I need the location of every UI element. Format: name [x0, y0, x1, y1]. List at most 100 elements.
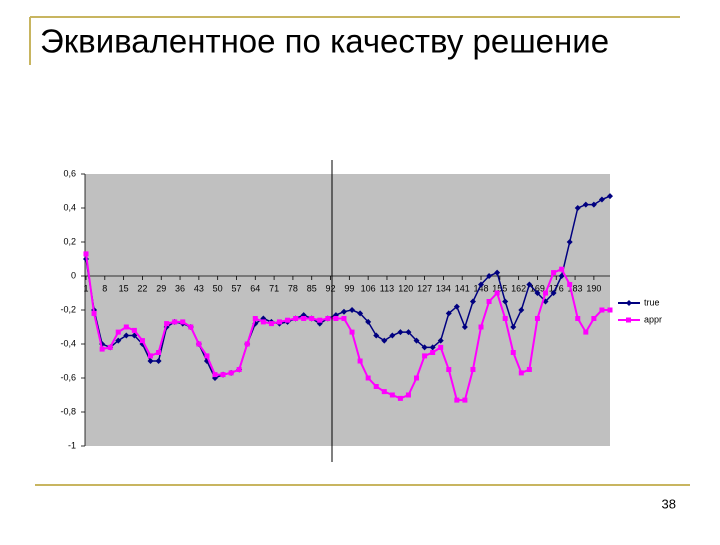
point	[574, 205, 581, 211]
point	[405, 392, 411, 398]
point	[131, 332, 138, 339]
point	[317, 317, 323, 323]
y-tick-label: 0,2	[63, 236, 76, 246]
point	[478, 281, 485, 288]
point	[591, 316, 597, 321]
point	[228, 370, 234, 376]
x-tick-label: 64	[250, 283, 260, 293]
y-tick-label: -0,2	[60, 304, 76, 314]
point	[349, 307, 356, 313]
point	[260, 319, 266, 325]
point	[365, 375, 371, 381]
point	[582, 201, 589, 208]
point	[115, 329, 121, 335]
point	[446, 367, 452, 372]
y-tick-label: -0,8	[60, 406, 76, 416]
point	[220, 372, 226, 378]
point	[421, 344, 428, 351]
point	[309, 316, 315, 321]
point	[453, 303, 460, 310]
y-tick-label: -0,6	[60, 372, 76, 382]
point	[293, 316, 299, 321]
legend-marker	[626, 300, 632, 306]
point	[389, 392, 395, 398]
point	[83, 251, 89, 257]
x-tick-label: 57	[231, 283, 241, 293]
point	[590, 201, 597, 208]
chart: 0,6 0,4 0,2 0 -0,2 -0,4 -0,6 -0,8 -1 1 8 15 22 29 36 43…	[60, 168, 662, 450]
point	[147, 358, 154, 364]
point	[567, 282, 573, 287]
x-tick-label: 92	[326, 283, 336, 293]
x-tick-label: 190	[586, 283, 601, 293]
y-tick-label: 0	[71, 270, 76, 280]
x-tick-label: 85	[307, 283, 317, 293]
point	[164, 321, 170, 327]
point	[486, 273, 493, 279]
point	[123, 324, 129, 330]
point	[510, 350, 516, 355]
point	[139, 338, 145, 344]
point	[212, 372, 218, 378]
point	[131, 327, 137, 333]
x-tick-label: 113	[380, 283, 394, 293]
x-tick-label: 162	[511, 283, 526, 293]
point	[607, 307, 613, 313]
point	[551, 270, 557, 276]
point	[470, 367, 476, 372]
x-tick-label: 134	[436, 283, 451, 293]
point	[252, 316, 258, 321]
point	[99, 346, 105, 352]
x-tick-label: 106	[361, 283, 376, 293]
point	[91, 310, 97, 316]
point	[599, 307, 605, 313]
point	[598, 196, 605, 203]
point	[196, 341, 202, 347]
x-tick-label: 8	[102, 283, 107, 293]
point	[518, 307, 525, 313]
page-number: 38	[662, 496, 676, 511]
y-tick-label: 0,6	[63, 168, 76, 178]
point	[123, 332, 130, 339]
point	[429, 344, 436, 351]
point	[430, 350, 436, 355]
x-tick-label: 1	[83, 283, 88, 293]
x-tick-label: 15	[119, 283, 129, 293]
point	[469, 298, 476, 305]
legend-label: true	[644, 297, 660, 307]
point	[454, 397, 460, 403]
point	[526, 367, 532, 372]
y-tick-label: 0,4	[63, 202, 76, 212]
point	[236, 367, 242, 372]
point	[575, 316, 581, 321]
x-tick-label: 148	[473, 283, 488, 293]
point	[518, 370, 524, 376]
x-tick-label: 29	[156, 283, 166, 293]
point	[543, 290, 549, 296]
point	[244, 341, 250, 347]
x-tick-label: 22	[137, 283, 147, 293]
point	[365, 318, 372, 325]
point	[373, 384, 379, 389]
x-tick-label: 43	[194, 283, 204, 293]
point	[285, 317, 291, 323]
point	[566, 239, 573, 245]
point	[397, 329, 404, 336]
point	[147, 353, 153, 359]
x-tick-label: 169	[530, 283, 545, 293]
point	[559, 266, 565, 272]
point	[276, 319, 282, 325]
point	[349, 329, 355, 335]
point	[438, 344, 444, 350]
point	[534, 316, 540, 321]
legend-marker	[626, 317, 631, 323]
point	[340, 308, 347, 315]
point	[156, 350, 162, 355]
x-tick-label: 50	[213, 283, 223, 293]
point	[188, 324, 194, 330]
point	[502, 298, 509, 305]
point	[333, 316, 339, 321]
point	[325, 316, 331, 321]
x-tick-label: 183	[568, 283, 583, 293]
